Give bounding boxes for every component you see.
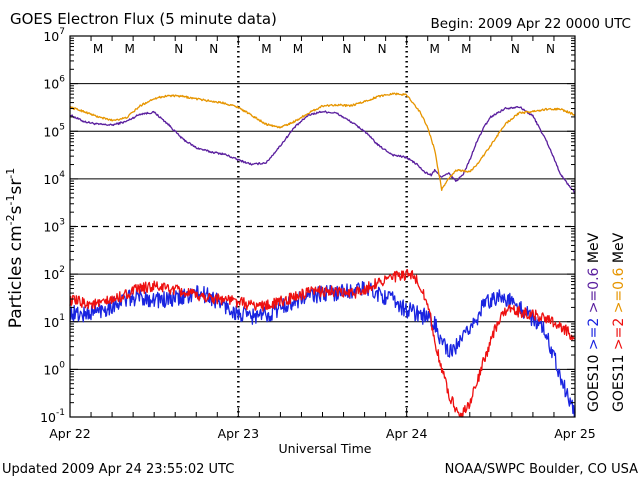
y-tick-base: 10: [43, 124, 59, 139]
chart-title: GOES Electron Flux (5 minute data): [10, 10, 277, 28]
begin-time: Begin: 2009 Apr 22 0000 UTC: [431, 16, 631, 32]
y-tick-label: 106: [43, 75, 65, 92]
y-label-exp3: -1: [4, 168, 17, 179]
mn-marker: N: [511, 42, 520, 56]
updated-timestamp: Updated 2009 Apr 24 23:55:02 UTC: [2, 462, 234, 477]
y-tick-exponent: 6: [59, 75, 65, 85]
y-tick-label: 105: [43, 122, 65, 139]
y-label-sr: sr: [6, 179, 26, 195]
legend-satellite: GOES11: [611, 355, 627, 412]
y-tick-exponent: -1: [56, 408, 65, 418]
legend-ge2-label: >=2: [586, 318, 602, 350]
y-label-s: s: [6, 205, 26, 214]
mn-marker: N: [174, 42, 183, 56]
y-tick-base: 10: [43, 315, 59, 330]
legend-ge2-label: >=2: [611, 318, 627, 350]
y-axis-label: Particles cm-2s-1sr-1: [4, 168, 26, 329]
legend-satellite: GOES10: [586, 355, 602, 412]
mn-marker: M: [430, 42, 440, 56]
mn-marker: M: [461, 42, 471, 56]
legend-unit: MeV: [586, 232, 602, 263]
series-line: [69, 92, 576, 192]
y-tick-exponent: 5: [59, 122, 65, 132]
mn-marker: M: [124, 42, 134, 56]
y-tick-base: 10: [40, 410, 56, 425]
mn-marker: N: [209, 42, 218, 56]
mn-marker: N: [378, 42, 387, 56]
x-tick-label: Apr 24: [386, 426, 428, 441]
series-line: [69, 106, 576, 195]
series-layer: [69, 92, 576, 418]
legend-ge06-label: >=0.6: [611, 267, 627, 313]
mn-marker: N: [343, 42, 352, 56]
y-tick-base: 10: [43, 77, 59, 92]
y-label-exp2: -1: [4, 195, 17, 206]
y-tick-exponent: 2: [59, 265, 65, 275]
legend-unit: MeV: [611, 232, 627, 263]
y-tick-exponent: 7: [59, 27, 65, 37]
grid-layer: [70, 36, 575, 417]
x-tick-label: Apr 25: [554, 426, 596, 441]
y-tick-base: 10: [43, 220, 59, 235]
y-tick-label: 10-1: [40, 408, 65, 425]
y-tick-exponent: 3: [59, 218, 65, 228]
y-tick-exponent: 0: [59, 360, 65, 370]
x-tick-label: Apr 23: [218, 426, 260, 441]
legend-entry-goes11: GOES11 >=2 >=0.6 MeV: [611, 232, 627, 412]
legend-entry-goes10: GOES10 >=2 >=0.6 MeV: [586, 232, 602, 412]
y-tick-label: 101: [43, 313, 65, 330]
mn-marker: M: [93, 42, 103, 56]
legend-ge06-label: >=0.6: [586, 267, 602, 313]
y-tick-exponent: 1: [59, 313, 65, 323]
y-tick-base: 10: [43, 362, 59, 377]
y-tick-label: 103: [43, 218, 65, 235]
y-tick-base: 10: [43, 172, 59, 187]
series-line: [69, 269, 576, 418]
credit-text: NOAA/SWPC Boulder, CO USA: [445, 462, 638, 477]
series-line: [69, 281, 576, 418]
y-tick-base: 10: [43, 267, 59, 282]
y-tick-label: 107: [43, 27, 65, 44]
y-tick-label: 102: [43, 265, 65, 282]
mn-marker: M: [293, 42, 303, 56]
y-label-exp1: -2: [4, 214, 17, 225]
y-tick-base: 10: [43, 29, 59, 44]
x-axis-label: Universal Time: [279, 441, 372, 456]
mn-marker: N: [546, 42, 555, 56]
y-label-base: Particles cm: [6, 225, 26, 328]
y-tick-label: 100: [43, 360, 65, 377]
x-tick-label: Apr 22: [49, 426, 91, 441]
y-tick-label: 104: [43, 170, 65, 187]
y-tick-exponent: 4: [59, 170, 65, 180]
mn-marker: M: [261, 42, 271, 56]
